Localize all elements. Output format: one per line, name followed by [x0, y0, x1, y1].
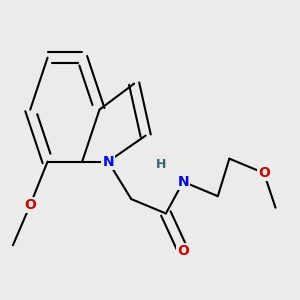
Text: O: O: [177, 244, 189, 258]
Text: O: O: [24, 198, 36, 212]
Text: N: N: [102, 154, 114, 169]
Text: O: O: [258, 166, 270, 180]
Text: H: H: [156, 158, 167, 171]
Text: N: N: [177, 175, 189, 189]
